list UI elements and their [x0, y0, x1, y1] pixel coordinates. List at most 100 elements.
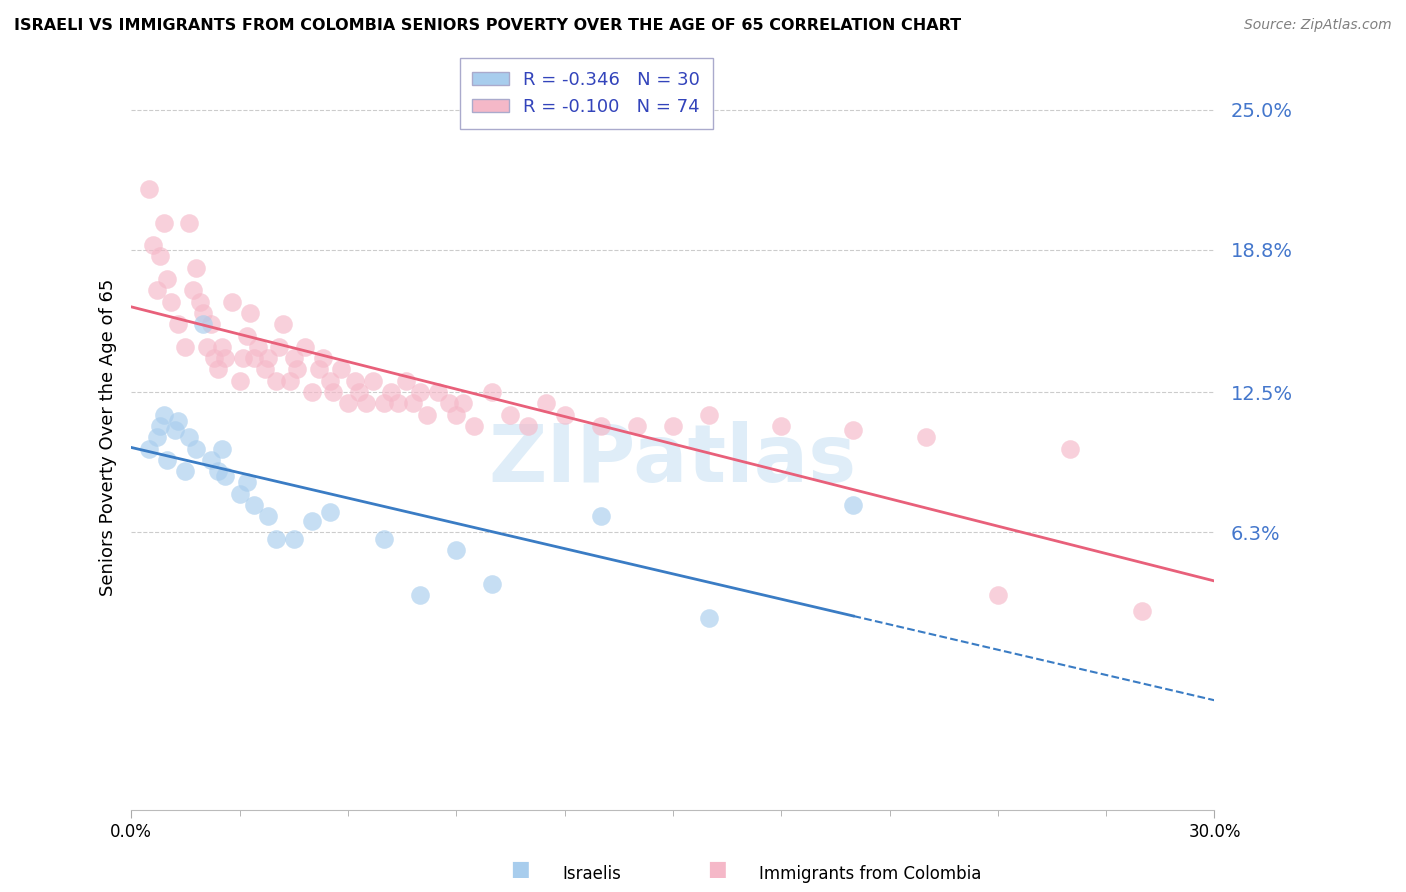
Point: [163, 424, 186, 438]
Point: [914, 430, 936, 444]
Point: [188, 294, 211, 309]
Point: [257, 509, 280, 524]
Point: [444, 408, 467, 422]
Point: [232, 351, 254, 365]
Text: ■: ■: [510, 859, 530, 879]
Point: [186, 442, 208, 456]
Point: [152, 215, 174, 229]
Text: ZIPatlas: ZIPatlas: [489, 421, 858, 499]
Point: [167, 317, 190, 331]
Point: [214, 468, 236, 483]
Point: [156, 452, 179, 467]
Point: [373, 532, 395, 546]
Point: [138, 442, 160, 456]
Point: [536, 396, 558, 410]
Point: [416, 408, 439, 422]
Point: [278, 374, 301, 388]
Point: [463, 418, 485, 433]
Point: [1059, 442, 1081, 456]
Point: [554, 408, 576, 422]
Point: [228, 486, 250, 500]
Y-axis label: Seniors Poverty Over the Age of 65: Seniors Poverty Over the Age of 65: [100, 278, 117, 596]
Point: [246, 340, 269, 354]
Point: [152, 408, 174, 422]
Point: [174, 464, 197, 478]
Point: [207, 464, 229, 478]
Point: [453, 396, 475, 410]
Point: [264, 374, 287, 388]
Point: [444, 543, 467, 558]
Text: Source: ZipAtlas.com: Source: ZipAtlas.com: [1244, 18, 1392, 32]
Point: [202, 351, 225, 365]
Point: [427, 384, 450, 399]
Point: [200, 452, 222, 467]
Point: [354, 396, 377, 410]
Point: [311, 351, 333, 365]
Point: [243, 498, 266, 512]
Point: [409, 384, 432, 399]
Point: [167, 414, 190, 428]
Text: ■: ■: [707, 859, 727, 879]
Point: [380, 384, 402, 399]
Point: [177, 215, 200, 229]
Point: [409, 589, 432, 603]
Point: [626, 418, 648, 433]
Point: [319, 374, 342, 388]
Point: [211, 442, 233, 456]
Point: [373, 396, 395, 410]
Point: [987, 589, 1010, 603]
Point: [186, 260, 208, 275]
Text: Israelis: Israelis: [562, 865, 621, 883]
Point: [253, 362, 276, 376]
Legend: R = -0.346   N = 30, R = -0.100   N = 74: R = -0.346 N = 30, R = -0.100 N = 74: [460, 58, 713, 128]
Point: [361, 374, 384, 388]
Point: [160, 294, 183, 309]
Point: [336, 396, 359, 410]
Point: [228, 374, 250, 388]
Point: [271, 317, 294, 331]
Point: [239, 306, 262, 320]
Point: [301, 514, 323, 528]
Point: [842, 424, 865, 438]
Point: [174, 340, 197, 354]
Point: [437, 396, 460, 410]
Point: [301, 384, 323, 399]
Point: [589, 509, 612, 524]
Point: [481, 384, 503, 399]
Point: [285, 362, 308, 376]
Point: [142, 238, 165, 252]
Point: [517, 418, 540, 433]
Point: [662, 418, 685, 433]
Point: [283, 351, 305, 365]
Point: [138, 181, 160, 195]
Point: [257, 351, 280, 365]
Point: [347, 384, 370, 399]
Point: [319, 505, 342, 519]
Point: [344, 374, 367, 388]
Point: [145, 283, 167, 297]
Point: [387, 396, 409, 410]
Point: [395, 374, 418, 388]
Point: [283, 532, 305, 546]
Text: ISRAELI VS IMMIGRANTS FROM COLOMBIA SENIORS POVERTY OVER THE AGE OF 65 CORRELATI: ISRAELI VS IMMIGRANTS FROM COLOMBIA SENI…: [14, 18, 962, 33]
Point: [195, 340, 218, 354]
Point: [322, 384, 344, 399]
Point: [308, 362, 330, 376]
Point: [1130, 604, 1153, 618]
Point: [214, 351, 236, 365]
Point: [243, 351, 266, 365]
Point: [193, 306, 215, 320]
Point: [294, 340, 316, 354]
Point: [236, 328, 259, 343]
Point: [193, 317, 215, 331]
Point: [269, 340, 291, 354]
Point: [499, 408, 522, 422]
Point: [221, 294, 243, 309]
Point: [207, 362, 229, 376]
Point: [329, 362, 352, 376]
Point: [402, 396, 425, 410]
Point: [149, 418, 172, 433]
Point: [697, 408, 720, 422]
Point: [177, 430, 200, 444]
Point: [236, 475, 259, 490]
